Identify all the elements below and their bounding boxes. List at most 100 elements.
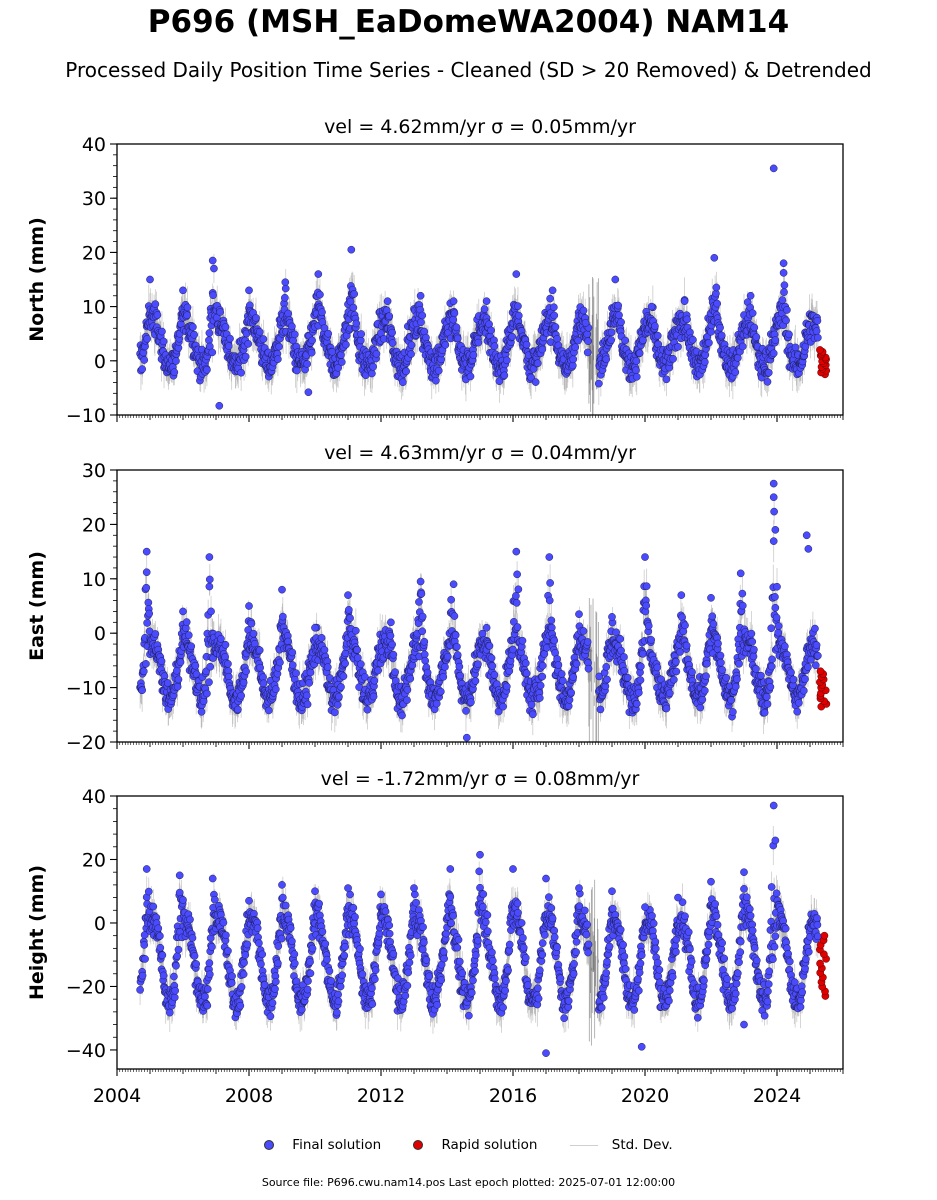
- final-point: [674, 342, 682, 351]
- final-point: [349, 303, 358, 312]
- final-point: [780, 288, 788, 296]
- final-point: [607, 336, 616, 344]
- final-point: [782, 316, 790, 325]
- final-point: [632, 372, 641, 381]
- final-point: [385, 312, 394, 320]
- final-point: [579, 306, 588, 315]
- final-point: [216, 308, 224, 316]
- final-point: [553, 335, 561, 343]
- final-point: [190, 330, 198, 339]
- final-point: [551, 323, 560, 331]
- final-point: [337, 351, 345, 359]
- final-point: [290, 330, 299, 339]
- final-point: [635, 349, 644, 358]
- rapid-point: [816, 346, 824, 354]
- final-point: [172, 357, 180, 365]
- final-point: [334, 363, 342, 372]
- final-point: [583, 330, 592, 339]
- final-point: [621, 336, 630, 345]
- panel-plot-area: [136, 164, 831, 415]
- final-point: [205, 329, 214, 337]
- y-tick-label: 30: [82, 188, 106, 210]
- final-point: [791, 343, 800, 352]
- final-point-peak: [146, 275, 154, 284]
- final-point: [402, 367, 410, 376]
- final-point: [274, 355, 282, 363]
- final-solution-points: [136, 164, 822, 410]
- final-point: [474, 338, 483, 347]
- chart-main-title: P696 (MSH_EaDomeWA2004) NAM14: [147, 4, 790, 40]
- final-point: [350, 290, 359, 298]
- final-point: [716, 323, 724, 332]
- final-point-peak: [647, 302, 656, 311]
- final-point: [151, 300, 160, 308]
- final-point: [538, 345, 547, 354]
- final-point: [450, 309, 459, 318]
- final-point-peak: [245, 286, 253, 295]
- final-point: [531, 378, 540, 386]
- final-point: [769, 349, 778, 358]
- final-point: [748, 309, 757, 317]
- final-point: [571, 343, 580, 352]
- final-point-peak: [208, 256, 217, 265]
- final-point: [288, 322, 296, 331]
- final-point: [320, 324, 329, 332]
- final-point: [153, 311, 162, 319]
- final-point: [717, 331, 726, 340]
- final-point: [764, 368, 773, 377]
- final-point-peak: [347, 245, 356, 254]
- final-point: [388, 328, 396, 337]
- final-point: [466, 372, 475, 381]
- final-point: [469, 351, 478, 359]
- final-point: [399, 378, 407, 387]
- final-point: [452, 323, 461, 332]
- final-point: [490, 342, 499, 351]
- final-point-peak: [482, 297, 491, 306]
- y-tick-label: −10: [66, 405, 106, 427]
- final-point: [221, 323, 230, 331]
- final-point: [293, 366, 301, 375]
- final-point: [583, 348, 592, 357]
- final-point: [607, 328, 616, 337]
- final-point: [237, 368, 245, 377]
- final-point: [651, 322, 659, 330]
- final-point-peak: [383, 297, 392, 306]
- final-point: [241, 352, 250, 361]
- final-point: [170, 368, 179, 377]
- final-point: [244, 339, 252, 348]
- final-point: [209, 291, 217, 300]
- final-point: [584, 337, 592, 345]
- final-point: [487, 326, 495, 335]
- y-tick-label: 20: [82, 242, 106, 264]
- final-point: [713, 299, 722, 308]
- final-point-peak: [512, 270, 521, 278]
- final-point: [615, 311, 623, 319]
- final-point-peak: [680, 297, 689, 306]
- final-point: [514, 311, 523, 320]
- final-point: [632, 357, 641, 365]
- final-point: [226, 334, 234, 343]
- final-point: [550, 311, 559, 320]
- final-point: [441, 341, 450, 349]
- final-point: [602, 355, 611, 364]
- final-point: [337, 358, 346, 366]
- y-tick-label: 40: [82, 134, 106, 156]
- final-point: [527, 373, 535, 382]
- final-point: [255, 328, 264, 336]
- y-axis-label: North (mm): [26, 217, 48, 342]
- final-point: [307, 348, 316, 357]
- final-point: [368, 369, 376, 378]
- final-point: [372, 350, 381, 358]
- final-point: [453, 334, 462, 343]
- final-point-peak: [449, 297, 458, 306]
- final-point: [281, 293, 289, 302]
- panel-plot-area: [136, 479, 831, 742]
- final-point: [208, 348, 217, 357]
- final-point: [614, 301, 623, 310]
- final-point: [617, 318, 625, 326]
- final-point: [252, 314, 260, 322]
- panel-0: −10 0 10 20 30 40 vel = 4.62mm/yr σ = 0.05mm/y…: [26, 116, 844, 427]
- final-point: [357, 330, 366, 338]
- final-point: [275, 342, 283, 351]
